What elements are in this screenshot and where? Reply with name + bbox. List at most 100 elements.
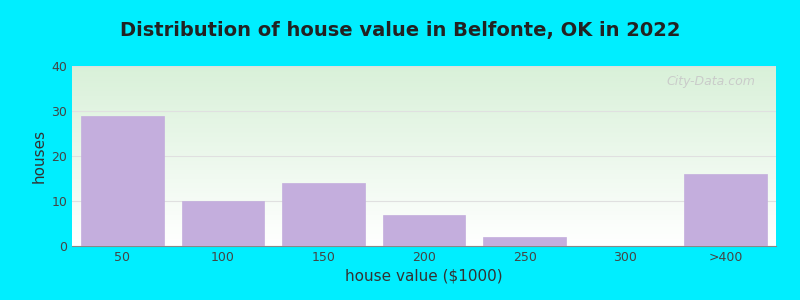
Bar — [72, 212, 776, 213]
Bar — [72, 151, 776, 152]
Bar — [72, 79, 776, 80]
Bar — [72, 120, 776, 121]
Bar — [72, 78, 776, 79]
Bar — [72, 119, 776, 120]
Bar — [72, 160, 776, 161]
Bar — [72, 185, 776, 186]
Bar — [72, 84, 776, 85]
Bar — [72, 74, 776, 75]
Bar — [72, 198, 776, 199]
Bar — [72, 139, 776, 140]
Bar — [72, 191, 776, 192]
Bar — [72, 94, 776, 95]
Bar — [72, 125, 776, 126]
Bar — [72, 190, 776, 191]
Text: City-Data.com: City-Data.com — [666, 75, 755, 88]
Bar — [72, 82, 776, 83]
Bar — [72, 211, 776, 212]
Bar — [72, 178, 776, 179]
Bar — [72, 238, 776, 239]
Bar — [72, 153, 776, 154]
Bar — [72, 68, 776, 69]
Bar — [72, 105, 776, 106]
Bar — [72, 181, 776, 182]
Bar — [72, 85, 776, 86]
Bar — [72, 215, 776, 216]
Bar — [72, 217, 776, 218]
Bar — [72, 123, 776, 124]
Bar — [72, 204, 776, 205]
Bar — [72, 128, 776, 129]
Bar — [72, 183, 776, 184]
Bar — [72, 102, 776, 103]
Bar — [72, 156, 776, 157]
Bar — [72, 146, 776, 147]
Bar — [72, 187, 776, 188]
Bar — [72, 118, 776, 119]
Bar — [72, 149, 776, 150]
Bar — [72, 242, 776, 243]
Bar — [72, 222, 776, 223]
Bar — [72, 134, 776, 135]
Bar — [72, 168, 776, 169]
Bar — [72, 180, 776, 181]
Bar — [72, 88, 776, 89]
Bar — [72, 207, 776, 208]
Bar — [382, 214, 466, 246]
Bar — [72, 73, 776, 74]
Bar — [72, 236, 776, 237]
Bar — [72, 76, 776, 77]
Bar — [72, 116, 776, 117]
Bar — [72, 182, 776, 183]
Bar — [72, 132, 776, 133]
Bar — [72, 83, 776, 84]
Bar — [72, 223, 776, 224]
Bar — [72, 231, 776, 232]
Bar — [81, 116, 163, 246]
Bar — [72, 170, 776, 171]
Bar — [72, 113, 776, 114]
Bar — [72, 154, 776, 155]
Bar — [72, 121, 776, 122]
Bar — [72, 194, 776, 195]
Bar — [72, 237, 776, 238]
Bar — [72, 81, 776, 82]
Bar — [72, 145, 776, 146]
Bar — [72, 133, 776, 134]
Bar — [72, 108, 776, 109]
Bar — [72, 209, 776, 210]
Bar — [72, 171, 776, 172]
Bar — [72, 130, 776, 131]
Bar — [72, 147, 776, 148]
Bar — [72, 224, 776, 225]
Bar — [72, 184, 776, 185]
Bar — [72, 124, 776, 125]
Bar — [72, 225, 776, 226]
Bar — [72, 162, 776, 163]
Bar — [72, 241, 776, 242]
Bar — [72, 174, 776, 175]
Bar — [72, 169, 776, 170]
Bar — [72, 216, 776, 217]
Bar — [72, 144, 776, 145]
Bar — [72, 111, 776, 112]
Bar — [72, 158, 776, 159]
Bar — [72, 101, 776, 102]
Bar — [72, 205, 776, 206]
Bar — [72, 227, 776, 228]
X-axis label: house value ($1000): house value ($1000) — [345, 268, 503, 283]
Bar — [72, 77, 776, 78]
Bar — [72, 75, 776, 76]
Bar — [72, 89, 776, 90]
Bar — [72, 175, 776, 176]
Bar — [72, 177, 776, 178]
Bar — [72, 66, 776, 67]
Bar — [72, 243, 776, 244]
Bar — [72, 86, 776, 87]
Bar — [72, 98, 776, 99]
Bar — [72, 91, 776, 92]
Bar — [72, 179, 776, 180]
Bar — [72, 233, 776, 234]
Bar — [72, 148, 776, 149]
Bar — [72, 203, 776, 204]
